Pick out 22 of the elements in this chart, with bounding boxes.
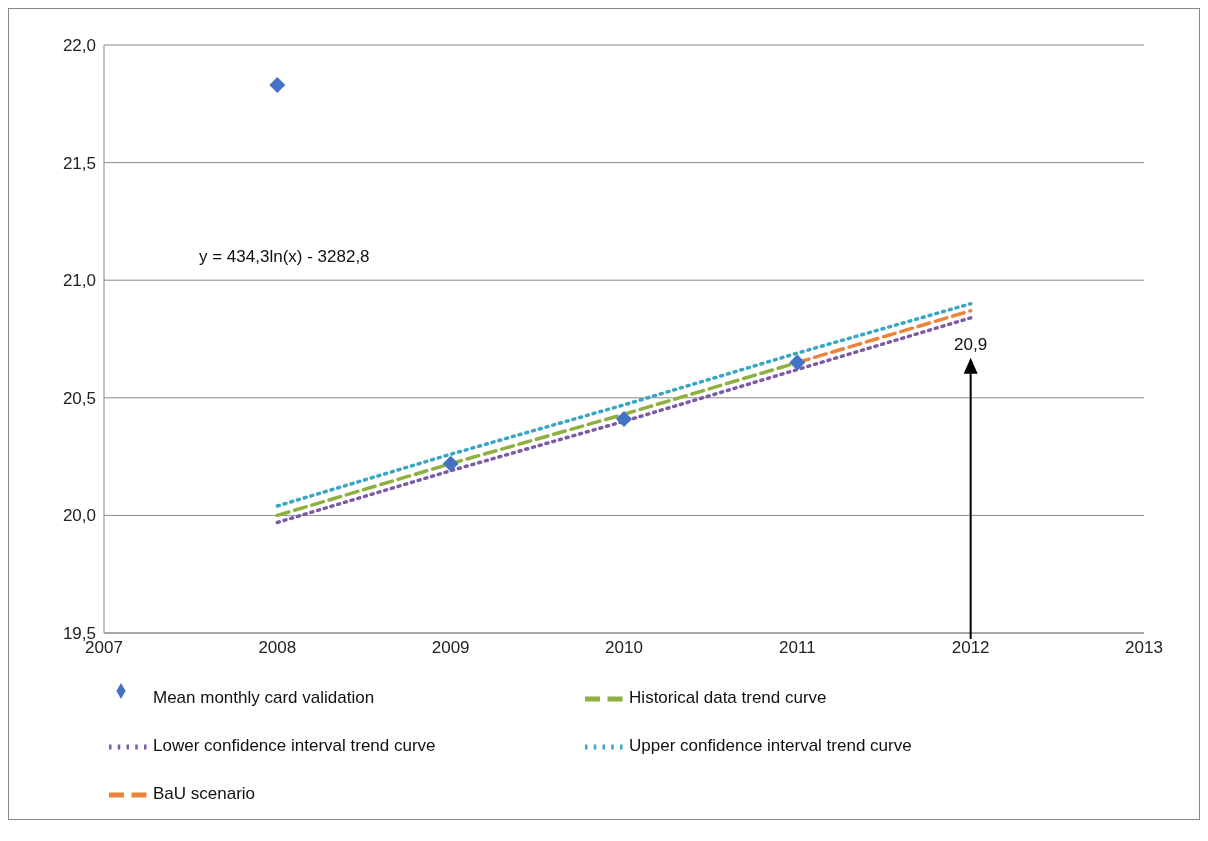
legend-label: BaU scenario [153,784,256,804]
legend-label: Upper confidence interval trend curve [629,736,912,756]
y-tick-label: 20,0 [62,506,96,526]
x-tick-label: 2010 [605,638,643,658]
point [616,410,632,427]
y-tick-label: 21,5 [62,153,96,173]
point [442,455,459,472]
x-tick-label: 2008 [258,638,297,658]
annotation: 20,9 [954,334,988,354]
legend-label: Historical data trend curve [629,688,827,708]
x-tick-label: 2011 [779,638,816,658]
legend-label: Lower confidence interval trend curve [153,736,436,756]
legend-label: Mean monthly card validation [153,688,375,708]
annotation: y = 434,3ln(x) - 3282,8 [199,246,370,267]
x-tick-label: 2009 [431,638,470,658]
y-tick-label: 20,5 [62,388,96,408]
x-tick-label: 2012 [951,638,990,658]
x-tick-label: 2013 [1125,638,1163,658]
point [789,354,806,371]
y-tick-label: 22,0 [62,36,96,56]
y-tick-label: 21,0 [62,271,96,291]
point [269,76,286,93]
